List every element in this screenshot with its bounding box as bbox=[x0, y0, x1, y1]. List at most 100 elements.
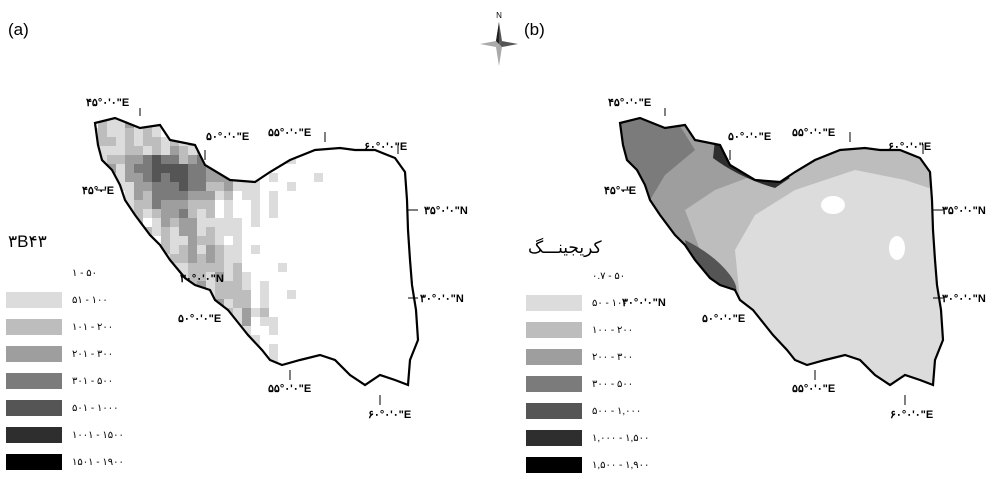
raster-cell bbox=[323, 218, 332, 227]
raster-cell bbox=[197, 164, 206, 173]
raster-cell bbox=[188, 236, 197, 245]
raster-cell bbox=[350, 254, 359, 263]
raster-cell bbox=[377, 344, 386, 353]
raster-cell bbox=[359, 290, 368, 299]
raster-cell bbox=[368, 191, 377, 200]
raster-cell bbox=[332, 182, 341, 191]
raster-cell bbox=[152, 191, 161, 200]
raster-cell bbox=[269, 245, 278, 254]
raster-cell bbox=[359, 272, 368, 281]
raster-cell bbox=[314, 173, 323, 182]
raster-cell bbox=[188, 272, 197, 281]
raster-cell bbox=[143, 155, 152, 164]
raster-cell bbox=[350, 281, 359, 290]
raster-cell bbox=[323, 182, 332, 191]
raster-cell bbox=[260, 272, 269, 281]
raster-cell bbox=[368, 353, 377, 362]
raster-cell bbox=[386, 335, 395, 344]
raster-cell bbox=[377, 209, 386, 218]
raster-cell bbox=[350, 299, 359, 308]
raster-cell bbox=[377, 254, 386, 263]
raster-cell bbox=[377, 236, 386, 245]
raster-cell bbox=[269, 281, 278, 290]
raster-cell bbox=[188, 263, 197, 272]
raster-cell bbox=[197, 218, 206, 227]
raster-cell bbox=[341, 317, 350, 326]
raster-cell bbox=[287, 173, 296, 182]
raster-cell bbox=[224, 299, 233, 308]
raster-cell bbox=[260, 326, 269, 335]
raster-cell bbox=[143, 146, 152, 155]
raster-cell bbox=[287, 263, 296, 272]
raster-cell bbox=[359, 209, 368, 218]
raster-cell bbox=[152, 155, 161, 164]
raster-cell bbox=[296, 245, 305, 254]
raster-cell bbox=[278, 299, 287, 308]
raster-cell bbox=[269, 299, 278, 308]
panel-b-legend-title: کریجینـــگ bbox=[528, 238, 602, 257]
raster-cell bbox=[278, 182, 287, 191]
raster-cell bbox=[314, 227, 323, 236]
raster-cell bbox=[260, 218, 269, 227]
raster-cell bbox=[332, 290, 341, 299]
raster-cell bbox=[386, 245, 395, 254]
raster-cell bbox=[350, 272, 359, 281]
raster-cell bbox=[134, 146, 143, 155]
legend-swatch bbox=[6, 427, 62, 443]
raster-cell bbox=[305, 272, 314, 281]
raster-cell bbox=[377, 164, 386, 173]
raster-cell bbox=[341, 290, 350, 299]
raster-cell bbox=[305, 263, 314, 272]
raster-cell bbox=[179, 155, 188, 164]
raster-cell bbox=[296, 344, 305, 353]
legend-label: ۱ - ۵۰ bbox=[72, 267, 97, 279]
legend-label: ۳۰۱ - ۵۰۰ bbox=[72, 375, 114, 387]
raster-cell bbox=[143, 182, 152, 191]
raster-cell bbox=[233, 209, 242, 218]
raster-cell bbox=[341, 200, 350, 209]
raster-cell bbox=[332, 299, 341, 308]
legend-row: ۱۰۰ - ۲۰۰ bbox=[526, 322, 633, 338]
raster-cell bbox=[224, 218, 233, 227]
raster-cell bbox=[233, 290, 242, 299]
raster-cell bbox=[233, 227, 242, 236]
raster-cell bbox=[359, 317, 368, 326]
raster-cell bbox=[377, 290, 386, 299]
legend-row: ۵۰ - ۱۰۰ bbox=[526, 295, 628, 311]
raster-cell bbox=[359, 281, 368, 290]
raster-cell bbox=[305, 281, 314, 290]
raster-cell bbox=[224, 209, 233, 218]
raster-cell bbox=[215, 281, 224, 290]
legend-swatch bbox=[6, 454, 62, 470]
raster-cell bbox=[179, 164, 188, 173]
raster-cell bbox=[143, 191, 152, 200]
raster-cell bbox=[341, 236, 350, 245]
legend-row: ۵۱ - ۱۰۰ bbox=[6, 292, 108, 308]
raster-cell bbox=[305, 218, 314, 227]
legend-label: ۲۰۰ - ۳۰۰ bbox=[592, 351, 634, 363]
raster-cell bbox=[152, 200, 161, 209]
coord-label: ۳۰°۰'۰"N bbox=[942, 293, 986, 305]
raster-cell bbox=[287, 272, 296, 281]
raster-cell bbox=[107, 146, 116, 155]
raster-cell bbox=[296, 326, 305, 335]
raster-cell bbox=[125, 173, 134, 182]
raster-cell bbox=[233, 245, 242, 254]
raster-cell bbox=[368, 371, 377, 380]
raster-cell bbox=[386, 308, 395, 317]
raster-cell bbox=[350, 209, 359, 218]
raster-cell bbox=[377, 281, 386, 290]
legend-row: ۱,۵۰۰ - ۱,۹۰۰ bbox=[526, 457, 649, 473]
raster-cell bbox=[278, 326, 287, 335]
raster-cell bbox=[287, 245, 296, 254]
raster-cell bbox=[359, 335, 368, 344]
raster-cell bbox=[206, 263, 215, 272]
raster-cell bbox=[386, 263, 395, 272]
raster-cell bbox=[341, 164, 350, 173]
raster-cell bbox=[386, 371, 395, 380]
raster-cell bbox=[233, 263, 242, 272]
raster-cell bbox=[404, 317, 413, 326]
raster-cell bbox=[278, 173, 287, 182]
raster-cell bbox=[323, 164, 332, 173]
raster-cell bbox=[287, 344, 296, 353]
